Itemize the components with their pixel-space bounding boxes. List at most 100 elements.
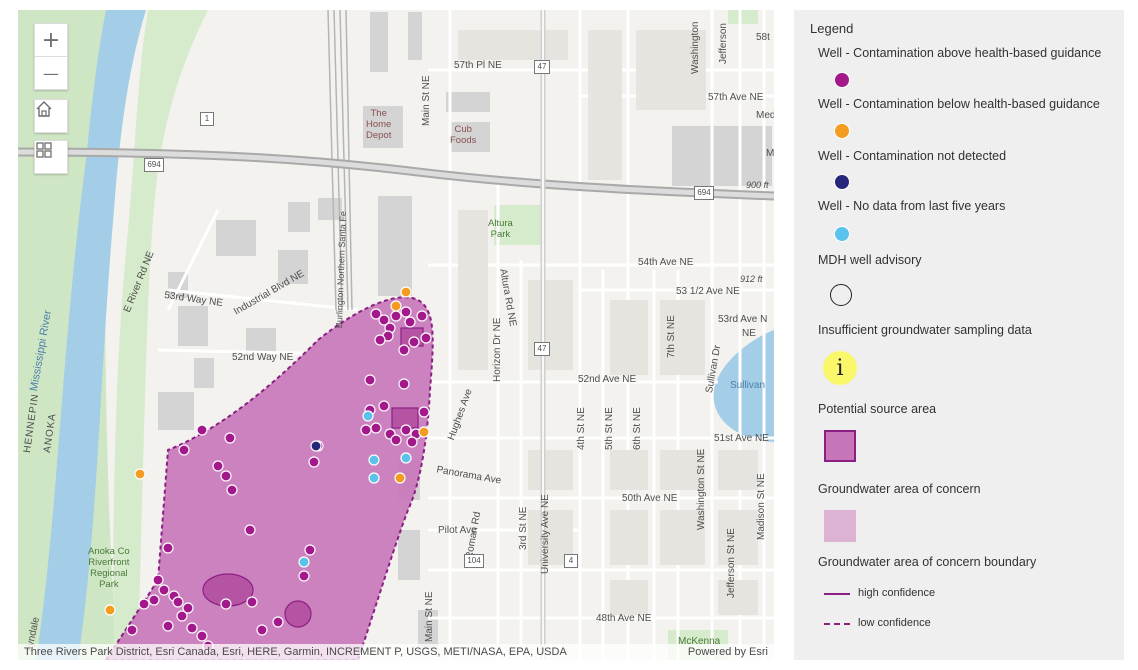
well-point-above[interactable] <box>226 484 238 496</box>
street-label: NE <box>742 328 756 339</box>
well-point-above[interactable] <box>138 598 150 610</box>
well-point-above[interactable] <box>420 332 432 344</box>
well-point-above[interactable] <box>256 624 268 636</box>
info-icon-glyph: i <box>836 355 844 381</box>
well-point-above[interactable] <box>224 432 236 444</box>
well-point-no-data[interactable] <box>298 556 310 568</box>
street-label: 5th St NE <box>604 407 615 450</box>
well-point-above[interactable] <box>196 424 208 436</box>
street-label: Horizon Dr NE <box>492 317 503 382</box>
well-point-above[interactable] <box>220 470 232 482</box>
well-point-above[interactable] <box>370 422 382 434</box>
sullivan-lake <box>713 330 774 442</box>
well-point-below[interactable] <box>394 472 406 484</box>
well-point-above[interactable] <box>126 624 138 636</box>
street-label: Panorama Ave <box>435 464 502 487</box>
poi-label: The Home Depot <box>366 108 392 141</box>
highway-shield: 4 <box>564 554 578 568</box>
well-point-above[interactable] <box>408 336 420 348</box>
well-point-below[interactable] <box>134 468 146 480</box>
well-point-above[interactable] <box>406 436 418 448</box>
well-point-below[interactable] <box>400 286 412 298</box>
well-point-above[interactable] <box>398 378 410 390</box>
zoom-in-button[interactable]: + <box>41 27 61 53</box>
well-point-above[interactable] <box>152 574 164 586</box>
well-point-above[interactable] <box>244 524 256 536</box>
mississippi-river <box>36 10 146 660</box>
well-point-above[interactable] <box>398 344 410 356</box>
highway-shield: 47 <box>534 60 550 74</box>
well-point-not-detected[interactable] <box>310 440 322 452</box>
attribution-bar: Three Rivers Park District, Esri Canada,… <box>18 644 774 660</box>
well-point-above[interactable] <box>162 620 174 632</box>
zoom-out-button[interactable]: — <box>35 56 67 89</box>
well-point-below[interactable] <box>390 300 402 312</box>
well-point-above[interactable] <box>374 334 386 346</box>
well-point-above[interactable] <box>212 460 224 472</box>
well-point-above[interactable] <box>178 444 190 456</box>
well-point-above[interactable] <box>404 316 416 328</box>
well-point-above[interactable] <box>196 630 208 642</box>
home-button[interactable] <box>34 99 68 133</box>
basemap <box>18 10 774 660</box>
well-point-above[interactable] <box>370 308 382 320</box>
well-point-below[interactable] <box>418 426 430 438</box>
well-point-above[interactable] <box>390 434 402 446</box>
well-point-no-data[interactable] <box>400 452 412 464</box>
area-of-concern-symbol <box>824 510 856 542</box>
well-above-symbol <box>834 72 850 88</box>
well-point-above[interactable] <box>418 406 430 418</box>
map-view[interactable]: Mississippi River HENNEPIN ANOKA Anoka C… <box>18 10 774 660</box>
well-point-above[interactable] <box>400 306 412 318</box>
well-point-below[interactable] <box>104 604 116 616</box>
well-point-above[interactable] <box>416 310 428 322</box>
well-point-above[interactable] <box>182 602 194 614</box>
well-point-no-data[interactable] <box>368 454 380 466</box>
well-point-above[interactable] <box>162 542 174 554</box>
powered-by-esri[interactable]: Powered by Esri <box>687 646 768 658</box>
well-point-above[interactable] <box>378 314 390 326</box>
street-label: Sullivan Dr <box>704 344 724 394</box>
well-point-above[interactable] <box>148 594 160 606</box>
street-label: Hughes Ave <box>446 387 475 442</box>
basemap-gallery-icon <box>36 142 52 158</box>
well-point-above[interactable] <box>308 456 320 468</box>
well-point-above[interactable] <box>186 622 198 634</box>
lake-label: Sullivan <box>730 380 766 391</box>
riverbank-green <box>113 10 208 660</box>
well-point-above[interactable] <box>246 596 258 608</box>
well-point-above[interactable] <box>176 610 188 622</box>
highway-shield: 104 <box>464 554 484 568</box>
well-point-above[interactable] <box>172 596 184 608</box>
street-label: 50th Ave NE <box>622 493 678 504</box>
well-below-symbol <box>834 123 850 139</box>
highway-shield: 694 <box>694 186 714 200</box>
well-point-above[interactable] <box>298 570 310 582</box>
street-label: 53rd Ave N <box>718 314 768 325</box>
street-label: 57th Pl NE <box>454 60 502 71</box>
attribution-text: Three Rivers Park District, Esri Canada,… <box>24 646 567 658</box>
park-label: Anoka Co Riverfront Regional Park <box>88 546 130 590</box>
legend-label-boundary: Groundwater area of concern boundary <box>818 555 1037 569</box>
well-point-above[interactable] <box>400 424 412 436</box>
poi-label: Cub Foods <box>450 124 477 146</box>
well-point-above[interactable] <box>378 400 390 412</box>
well-point-above[interactable] <box>304 544 316 556</box>
street-label: 57th Ave NE <box>708 92 764 103</box>
well-point-no-data[interactable] <box>362 410 374 422</box>
well-point-above[interactable] <box>158 584 170 596</box>
street-label: 58t <box>756 32 770 43</box>
legend-label-source: Potential source area <box>818 402 937 416</box>
street-label: University Ave NE <box>540 494 551 574</box>
map-labels: Mississippi River HENNEPIN ANOKA Anoka C… <box>18 10 774 660</box>
well-point-no-data[interactable] <box>368 472 380 484</box>
legend-label-high: high confidence <box>858 587 936 599</box>
legend-label-advisory: MDH well advisory <box>818 253 922 267</box>
well-point-above[interactable] <box>364 374 376 386</box>
legend-label-above: Well - Contamination above health-based … <box>818 46 1102 60</box>
zoom-control: + — <box>34 23 68 90</box>
basemap-gallery-button[interactable] <box>34 140 68 174</box>
street-label: Jefferson St NE <box>726 528 737 598</box>
well-point-above[interactable] <box>220 598 232 610</box>
well-point-above[interactable] <box>272 616 284 628</box>
